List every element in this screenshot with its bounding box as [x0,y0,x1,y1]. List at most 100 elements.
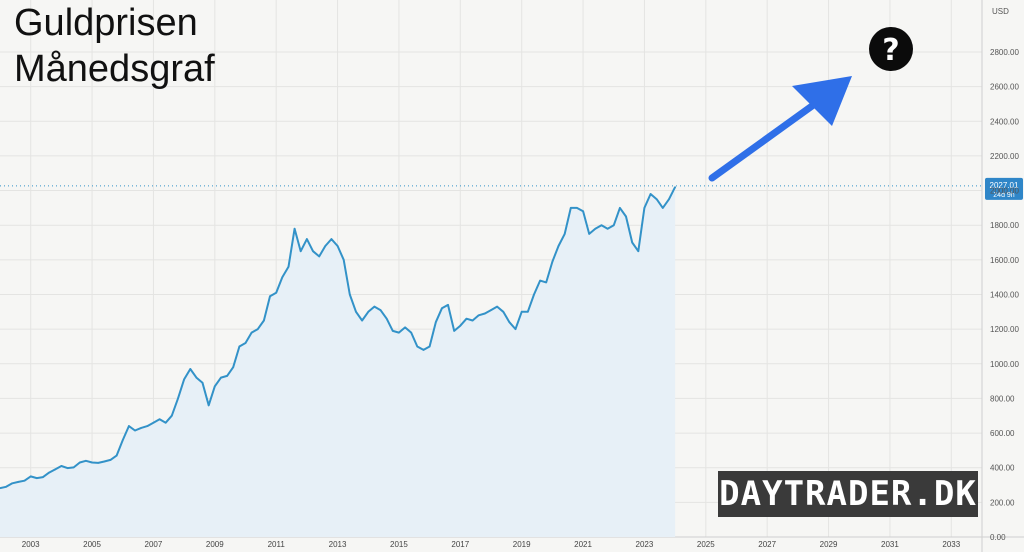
data-point [612,224,615,226]
x-tick-label: 2019 [513,540,531,549]
y-tick-label: 600.00 [990,429,1015,438]
data-point [563,233,566,235]
data-point [447,304,449,306]
data-point [146,425,149,427]
y-tick-label: 400.00 [990,464,1015,473]
data-point [214,385,216,388]
y-tick-label: 1400.00 [990,290,1019,299]
data-point [281,276,284,278]
data-point [428,345,431,348]
data-point [128,425,130,427]
y-tick-label: 2200.00 [990,152,1019,161]
data-point [324,245,327,247]
data-point [619,207,621,209]
data-point [496,305,498,308]
data-point [582,210,584,213]
data-point [269,295,271,298]
x-tick-label: 2033 [942,540,960,549]
data-point [287,265,290,268]
data-point [226,375,228,377]
x-tick-label: 2023 [636,540,654,549]
data-point [398,331,400,334]
data-point [66,467,69,469]
data-point [631,241,633,244]
data-point [0,487,1,489]
data-point [379,309,382,311]
data-point [207,404,210,407]
data-point [171,414,173,417]
data-point [416,345,419,348]
data-point [361,319,363,322]
x-tick-label: 2009 [206,540,224,549]
data-point [238,345,241,348]
data-point [244,342,247,344]
data-point [78,461,81,464]
y-axis-unit-label: USD [992,7,1009,16]
data-point [545,281,548,284]
data-point [520,311,523,313]
data-point [5,485,7,488]
data-point [342,259,345,261]
y-tick-label: 800.00 [990,394,1015,403]
data-point [275,291,277,294]
data-point [508,321,511,324]
data-point [109,459,112,461]
data-point [569,207,572,209]
x-tick-label: 2003 [22,540,40,549]
data-point [551,260,554,263]
x-tick-label: 2029 [820,540,838,549]
annotation-arrow-shaft [708,102,816,182]
price-label-value: 2027.01 [990,181,1019,190]
annotation-arrow-head [792,76,852,126]
data-point [97,462,99,464]
data-point [263,319,265,322]
data-point [177,397,179,400]
data-point [533,293,535,296]
data-point [662,207,664,209]
data-point [121,439,124,441]
y-tick-label: 2600.00 [990,83,1019,92]
x-tick-label: 2015 [390,540,408,549]
data-point [189,368,192,370]
data-point [349,293,351,296]
data-point [250,331,253,334]
price-label-box [985,177,1023,200]
data-point [625,215,627,218]
data-point [373,305,376,308]
data-point [330,238,333,240]
data-point [668,198,670,201]
data-point [355,311,357,313]
data-point [256,328,259,330]
y-tick-label: 1600.00 [990,256,1019,265]
data-point [72,466,75,469]
data-point [220,376,222,379]
chart-title-line2: Månedsgraf [14,48,215,90]
data-point [201,382,204,384]
data-point [103,460,106,463]
y-tick-label: 1000.00 [990,360,1019,369]
x-tick-label: 2005 [83,540,101,549]
data-point [514,328,517,330]
x-tick-label: 2031 [881,540,899,549]
data-point [299,250,302,252]
series-area [0,187,676,537]
y-tick-label: 2000.00 [990,187,1019,196]
x-tick-label: 2013 [329,540,347,549]
data-point [557,245,560,247]
data-point [490,309,492,311]
x-tick-label: 2021 [574,540,592,549]
data-point [588,233,590,235]
data-point [312,250,314,252]
data-point [23,479,26,482]
y-tick-label: 1800.00 [990,221,1019,230]
x-tick-label: 2025 [697,540,715,549]
data-point [85,459,87,462]
data-point [17,481,20,483]
data-point [54,468,57,471]
data-point [48,471,50,474]
data-point [140,427,142,429]
data-point [164,421,167,424]
data-point [29,475,32,478]
data-point [674,186,676,188]
